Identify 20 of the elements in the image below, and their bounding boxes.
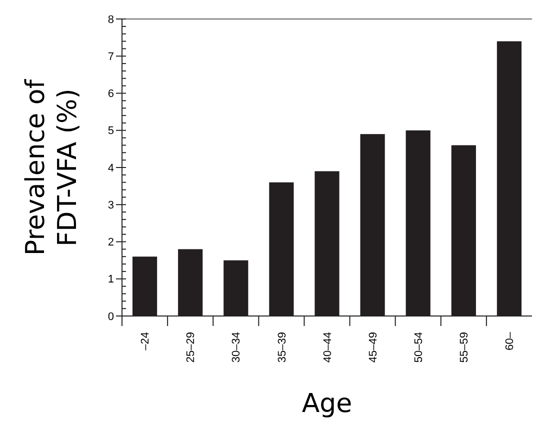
x-tick-label: 40–44	[322, 332, 334, 363]
y-tick-label: 1	[108, 274, 114, 286]
x-tick-label: 50–54	[412, 332, 425, 363]
x-tick-label: 25–29	[185, 332, 198, 363]
y-tick-label: 3	[108, 199, 114, 212]
y-tick-label: 5	[108, 125, 114, 138]
x-tick-label: 55–59	[458, 332, 471, 363]
x-tick-label: –24	[140, 332, 152, 350]
x-tick-label: 60–	[504, 331, 516, 350]
y-tick-label: 4	[108, 162, 114, 174]
x-axis-title: Age	[302, 389, 352, 419]
y-tick-label: 2	[108, 236, 114, 249]
x-tick-label: 30–34	[230, 332, 243, 363]
y-tick-label: 6	[108, 88, 114, 100]
y-tick-label: 7	[108, 50, 114, 63]
y-axis-title: Prevalence of FDT-VFA (%)	[21, 78, 83, 256]
x-tick-label: 35–39	[276, 332, 288, 363]
x-tick-label: 45–49	[367, 332, 380, 363]
y-tick-label: 0	[108, 310, 114, 323]
y-tick-label: 8	[108, 14, 114, 26]
